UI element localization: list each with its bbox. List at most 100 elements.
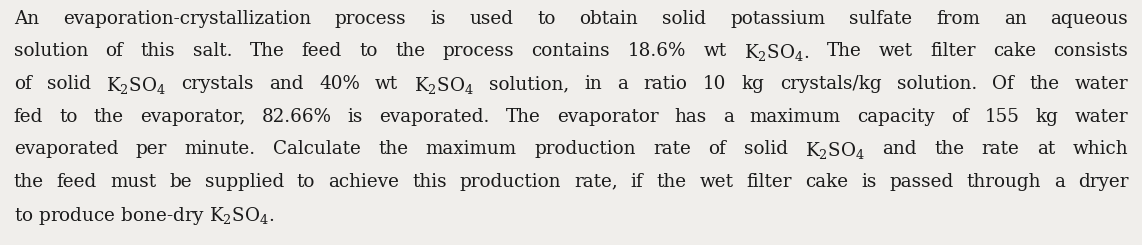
Text: evaporator,: evaporator, [140, 108, 246, 125]
Text: from: from [936, 10, 980, 28]
Text: crystals/kg: crystals/kg [780, 75, 882, 93]
Text: wet: wet [700, 173, 733, 191]
Text: the: the [1029, 75, 1060, 93]
Text: $\mathregular{K_2SO_4}$: $\mathregular{K_2SO_4}$ [413, 75, 474, 96]
Text: Calculate: Calculate [273, 140, 361, 158]
Text: an: an [1004, 10, 1027, 28]
Text: a: a [618, 75, 628, 93]
Text: The: The [827, 42, 861, 60]
Text: feed: feed [57, 173, 97, 191]
Text: through: through [966, 173, 1042, 191]
Text: salt.: salt. [193, 42, 232, 60]
Text: to: to [297, 173, 315, 191]
Text: 18.6%: 18.6% [628, 42, 686, 60]
Text: obtain: obtain [580, 10, 638, 28]
Text: 10: 10 [702, 75, 726, 93]
Text: of: of [105, 42, 123, 60]
Text: rate: rate [982, 140, 1020, 158]
Text: to: to [59, 108, 78, 125]
Text: maximum: maximum [426, 140, 517, 158]
Text: and: and [270, 75, 304, 93]
Text: if: if [630, 173, 643, 191]
Text: evaporated.: evaporated. [379, 108, 490, 125]
Text: solution: solution [14, 42, 88, 60]
Text: solid: solid [662, 10, 706, 28]
Text: filter: filter [930, 42, 975, 60]
Text: evaporator: evaporator [556, 108, 658, 125]
Text: achieve: achieve [328, 173, 400, 191]
Text: evaporation-crystallization: evaporation-crystallization [63, 10, 311, 28]
Text: crystals: crystals [182, 75, 254, 93]
Text: rate,: rate, [574, 173, 618, 191]
Text: water: water [1075, 108, 1128, 125]
Text: to: to [538, 10, 556, 28]
Text: kg: kg [1036, 108, 1059, 125]
Text: evaporated: evaporated [14, 140, 119, 158]
Text: 40%: 40% [319, 75, 360, 93]
Text: to: to [360, 42, 378, 60]
Text: at: at [1037, 140, 1055, 158]
Text: used: used [469, 10, 514, 28]
Text: solid: solid [743, 140, 788, 158]
Text: dryer: dryer [1078, 173, 1128, 191]
Text: An: An [14, 10, 39, 28]
Text: kg: kg [741, 75, 764, 93]
Text: production: production [460, 173, 561, 191]
Text: capacity: capacity [856, 108, 934, 125]
Text: and: and [883, 140, 917, 158]
Text: of: of [951, 108, 968, 125]
Text: aqueous: aqueous [1051, 10, 1128, 28]
Text: the: the [395, 42, 425, 60]
Text: cake: cake [805, 173, 849, 191]
Text: a: a [723, 108, 733, 125]
Text: fed: fed [14, 108, 43, 125]
Text: $\mathregular{K_2SO_4}$.: $\mathregular{K_2SO_4}$. [743, 42, 809, 63]
Text: The: The [506, 108, 540, 125]
Text: wt: wt [375, 75, 399, 93]
Text: sulfate: sulfate [850, 10, 912, 28]
Text: is: is [861, 173, 876, 191]
Text: a: a [1054, 173, 1064, 191]
Text: which: which [1072, 140, 1128, 158]
Text: is: is [431, 10, 445, 28]
Text: per: per [136, 140, 167, 158]
Text: this: this [140, 42, 175, 60]
Text: wt: wt [703, 42, 726, 60]
Text: process: process [335, 10, 407, 28]
Text: potassium: potassium [730, 10, 826, 28]
Text: the: the [378, 140, 409, 158]
Text: the: the [94, 108, 123, 125]
Text: $\mathregular{K_2SO_4}$: $\mathregular{K_2SO_4}$ [805, 140, 864, 161]
Text: solution,: solution, [489, 75, 569, 93]
Text: must: must [110, 173, 156, 191]
Text: this: this [412, 173, 447, 191]
Text: the: the [14, 173, 43, 191]
Text: solid: solid [47, 75, 90, 93]
Text: in: in [585, 75, 602, 93]
Text: 82.66%: 82.66% [262, 108, 331, 125]
Text: to produce bone-dry $\mathregular{K_2SO_4}$.: to produce bone-dry $\mathregular{K_2SO_… [14, 205, 274, 227]
Text: is: is [347, 108, 363, 125]
Text: supplied: supplied [204, 173, 284, 191]
Text: wet: wet [878, 42, 912, 60]
Text: the: the [657, 173, 686, 191]
Text: of: of [708, 140, 726, 158]
Text: rate: rate [653, 140, 691, 158]
Text: the: the [934, 140, 964, 158]
Text: solution.: solution. [896, 75, 976, 93]
Text: be: be [169, 173, 192, 191]
Text: feed: feed [301, 42, 341, 60]
Text: consists: consists [1053, 42, 1128, 60]
Text: ratio: ratio [644, 75, 687, 93]
Text: contains: contains [531, 42, 610, 60]
Text: production: production [534, 140, 636, 158]
Text: Of: Of [992, 75, 1014, 93]
Text: The: The [249, 42, 284, 60]
Text: passed: passed [890, 173, 954, 191]
Text: filter: filter [747, 173, 791, 191]
Text: minute.: minute. [184, 140, 256, 158]
Text: $\mathregular{K_2SO_4}$: $\mathregular{K_2SO_4}$ [106, 75, 166, 96]
Text: maximum: maximum [750, 108, 841, 125]
Text: 155: 155 [984, 108, 1020, 125]
Text: water: water [1075, 75, 1128, 93]
